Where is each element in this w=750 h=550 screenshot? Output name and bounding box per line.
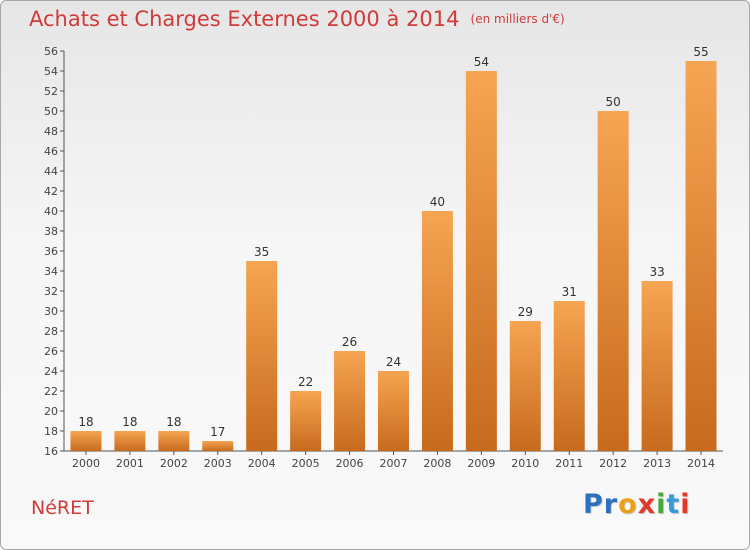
- logo-letter: o: [618, 489, 638, 520]
- chart-bars: [70, 61, 717, 451]
- x-tick-label: 2007: [380, 457, 408, 470]
- y-tick-label: 16: [44, 445, 58, 458]
- logo-letter: r: [603, 489, 619, 520]
- bar-value-label: 33: [649, 265, 664, 279]
- y-tick-label: 56: [44, 45, 58, 58]
- proxiti-logo: Proxiti: [583, 489, 691, 520]
- x-tick-label: 2011: [555, 457, 583, 470]
- bar: [202, 441, 234, 451]
- y-tick-label: 44: [44, 165, 58, 178]
- logo-letter: t: [666, 489, 681, 520]
- bar: [685, 61, 717, 451]
- y-tick-label: 40: [44, 205, 58, 218]
- bar: [641, 281, 673, 451]
- logo-letter: i: [656, 489, 667, 520]
- x-tick-label: 2009: [467, 457, 495, 470]
- bar: [70, 431, 102, 451]
- commune-name: NéRET: [31, 497, 94, 519]
- x-tick-label: 2001: [116, 457, 144, 470]
- bar: [465, 71, 497, 451]
- x-tick-label: 2002: [160, 457, 188, 470]
- logo-letter: x: [637, 489, 657, 520]
- bar-value-label: 54: [474, 55, 489, 69]
- bar-value-label: 55: [693, 45, 708, 59]
- y-tick-label: 54: [44, 65, 58, 78]
- chart-title-text: Achats et Charges Externes 2000 à 2014: [29, 7, 460, 31]
- chart-axes: 16 18 20 22 24 26 28 30 32 34 36 38 40 42 44 46 48 50 52 54…: [44, 45, 723, 458]
- y-tick-label: 20: [44, 405, 58, 418]
- bar: [290, 391, 322, 451]
- bar-value-label: 29: [518, 305, 533, 319]
- y-tick-label: 24: [44, 365, 58, 378]
- x-tick-label: 2000: [72, 457, 100, 470]
- y-tick-label: 36: [44, 245, 58, 258]
- bar-value-label: 31: [562, 285, 577, 299]
- y-tick-label: 48: [44, 125, 58, 138]
- y-tick-label: 30: [44, 305, 58, 318]
- y-tick-label: 38: [44, 225, 58, 238]
- bar-value-label: 24: [386, 355, 401, 369]
- bar: [114, 431, 146, 451]
- bar-value-label: 22: [298, 375, 313, 389]
- y-tick-label: 52: [44, 85, 58, 98]
- bar-value-label: 35: [254, 245, 269, 259]
- chart-labels: 2000 18 2001 18 2002 18 2003 17 2004 35 2005 22 2006…: [72, 45, 715, 470]
- x-tick-label: 2014: [687, 457, 715, 470]
- y-tick-label: 46: [44, 145, 58, 158]
- bar: [597, 111, 629, 451]
- x-tick-label: 2010: [511, 457, 539, 470]
- y-tick-label: 42: [44, 185, 58, 198]
- x-tick-label: 2004: [248, 457, 276, 470]
- x-tick-label: 2012: [599, 457, 627, 470]
- bar: [334, 351, 366, 451]
- x-tick-label: 2013: [643, 457, 671, 470]
- bar: [421, 211, 453, 451]
- bar: [158, 431, 190, 451]
- bar-value-label: 40: [430, 195, 445, 209]
- y-tick-label: 18: [44, 425, 58, 438]
- bar-value-label: 17: [210, 425, 225, 439]
- y-tick-label: 50: [44, 105, 58, 118]
- bar: [246, 261, 278, 451]
- bar: [553, 301, 585, 451]
- y-tick-label: 22: [44, 385, 58, 398]
- chart-unit-label: (en milliers d'€): [470, 12, 565, 26]
- y-tick-label: 28: [44, 325, 58, 338]
- x-tick-label: 2005: [292, 457, 320, 470]
- x-tick-label: 2006: [336, 457, 364, 470]
- bar: [509, 321, 541, 451]
- logo-letter: P: [583, 489, 604, 520]
- chart-title: Achats et Charges Externes 2000 à 2014 (…: [29, 7, 565, 31]
- bar-value-label: 50: [606, 95, 621, 109]
- x-tick-label: 2003: [204, 457, 232, 470]
- x-tick-label: 2008: [423, 457, 451, 470]
- bar-value-label: 18: [166, 415, 181, 429]
- bar-value-label: 18: [78, 415, 93, 429]
- bar-value-label: 18: [122, 415, 137, 429]
- y-tick-label: 32: [44, 285, 58, 298]
- logo-letter: i: [680, 489, 691, 520]
- bar-value-label: 26: [342, 335, 357, 349]
- y-tick-label: 26: [44, 345, 58, 358]
- y-tick-label: 34: [44, 265, 58, 278]
- bar: [378, 371, 409, 451]
